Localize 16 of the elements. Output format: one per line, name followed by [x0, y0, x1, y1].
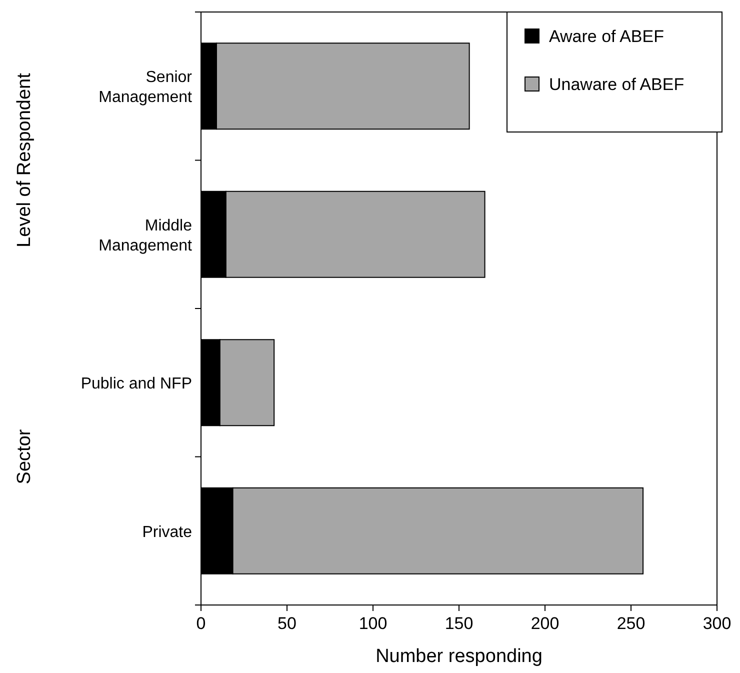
y-tick-label: Middle Management: [98, 217, 193, 254]
x-tick-label: 200: [530, 614, 560, 633]
y-axis-title: Level of Respondent: [14, 72, 35, 248]
x-axis-title: Number responding: [376, 646, 542, 667]
legend-label: Aware of ABEF: [549, 27, 664, 46]
x-tick-label: 50: [278, 614, 296, 633]
y-tick-label: Private: [142, 524, 192, 541]
x-tick-label: 250: [616, 614, 646, 633]
y-tick-label: Senior Management: [98, 69, 193, 106]
y-tick-label: Public and NFP: [80, 376, 192, 393]
x-tick-label: 150: [444, 614, 474, 633]
text: Sector: [14, 428, 35, 484]
x-tick-label: 0: [196, 614, 206, 633]
x-tick-label: 100: [358, 614, 388, 633]
x-tick-label: 300: [702, 614, 732, 633]
legend-label: Unaware of ABEF: [549, 75, 684, 94]
